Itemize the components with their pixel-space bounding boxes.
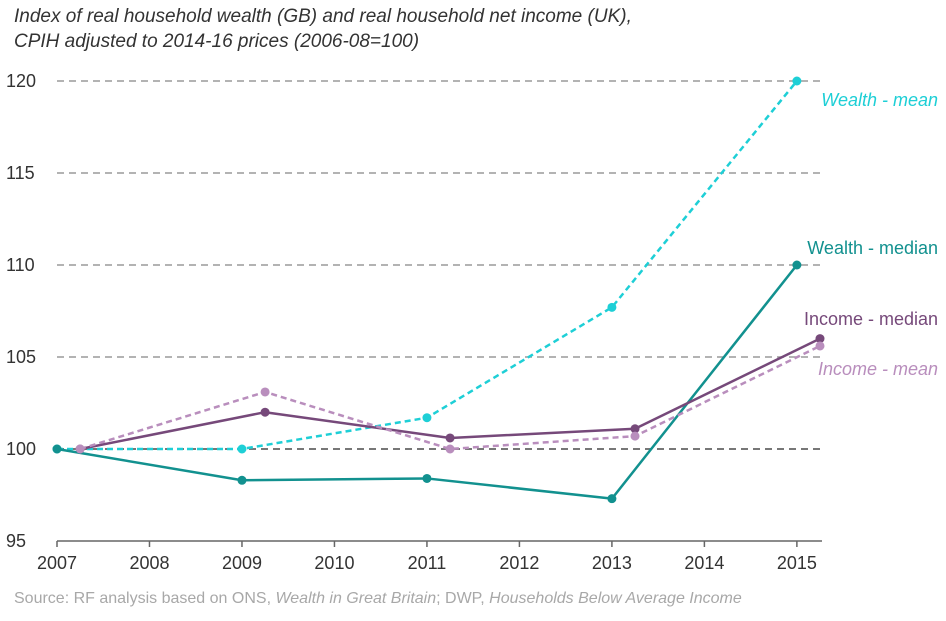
point-wealth-mean-4	[792, 76, 802, 86]
series-line-income-mean	[79, 344, 821, 451]
y-tick-label-95: 95	[6, 531, 26, 551]
y-tick-label-120: 120	[6, 71, 36, 91]
point-wealth-median-0	[52, 444, 62, 454]
y-tick-label-115: 115	[6, 163, 35, 183]
source-italic-1: Wealth in Great Britain	[275, 590, 437, 607]
x-tick-label-2015: 2015	[777, 553, 817, 573]
point-wealth-mean-2	[422, 413, 432, 423]
x-tick-label-2008: 2008	[129, 553, 169, 573]
point-wealth-mean-3	[607, 302, 617, 312]
point-wealth-median-2	[422, 473, 432, 483]
point-income-mean-2	[445, 444, 455, 454]
series-lines	[52, 76, 825, 504]
title-line-2: CPIH adjusted to 2014-16 prices (2006-08…	[14, 31, 420, 52]
point-income-mean-4	[815, 341, 825, 351]
point-wealth-median-1	[237, 475, 247, 485]
point-income-mean-1	[260, 387, 270, 397]
series-line-income-median	[79, 337, 821, 451]
series-labels: Wealth - mean Wealth - median Income - med…	[804, 90, 938, 379]
point-income-mean-3	[630, 431, 640, 441]
point-income-median-1	[260, 407, 270, 417]
chart-title: Index of real household wealth (GB) and …	[14, 4, 632, 54]
y-tick-label-100: 100	[6, 439, 36, 459]
title-line-1: Index of real household wealth (GB) and …	[14, 6, 632, 27]
point-income-median-4	[815, 334, 825, 344]
point-income-median-2	[445, 433, 455, 443]
x-tick-label-2012: 2012	[499, 553, 539, 573]
source-prefix: Source: RF analysis based on ONS,	[14, 590, 276, 607]
x-tick-label-2009: 2009	[222, 553, 262, 573]
series-label-wealth-median: Wealth - median	[807, 238, 938, 258]
x-tick-label-2007: 2007	[37, 553, 77, 573]
series-line-wealth-median	[56, 264, 798, 500]
x-tick-label-2013: 2013	[592, 553, 632, 573]
x-tick-label-2014: 2014	[684, 553, 724, 573]
point-wealth-median-3	[607, 494, 617, 504]
point-wealth-mean-1	[237, 444, 247, 454]
series-label-wealth-mean: Wealth - mean	[821, 90, 938, 110]
axes: 95 100 105 110 115 120 2007 2008 2009 2010 2011 201…	[6, 71, 822, 573]
source-italic-2: Households Below Average Income	[489, 590, 742, 607]
source-middle: ; DWP,	[436, 590, 490, 607]
series-label-income-mean: Income - mean	[818, 359, 938, 379]
point-income-median-3	[630, 424, 640, 434]
source-note: Source: RF analysis based on ONS, Wealth…	[14, 590, 742, 608]
grid-lines	[57, 80, 822, 450]
x-tick-label-2011: 2011	[408, 553, 447, 573]
y-tick-label-105: 105	[6, 347, 36, 367]
point-wealth-median-4	[792, 260, 802, 270]
x-tick-label-2010: 2010	[314, 553, 354, 573]
series-label-income-median: Income - median	[804, 309, 938, 329]
y-tick-label-110: 110	[6, 255, 35, 275]
point-income-mean-0	[75, 444, 85, 454]
